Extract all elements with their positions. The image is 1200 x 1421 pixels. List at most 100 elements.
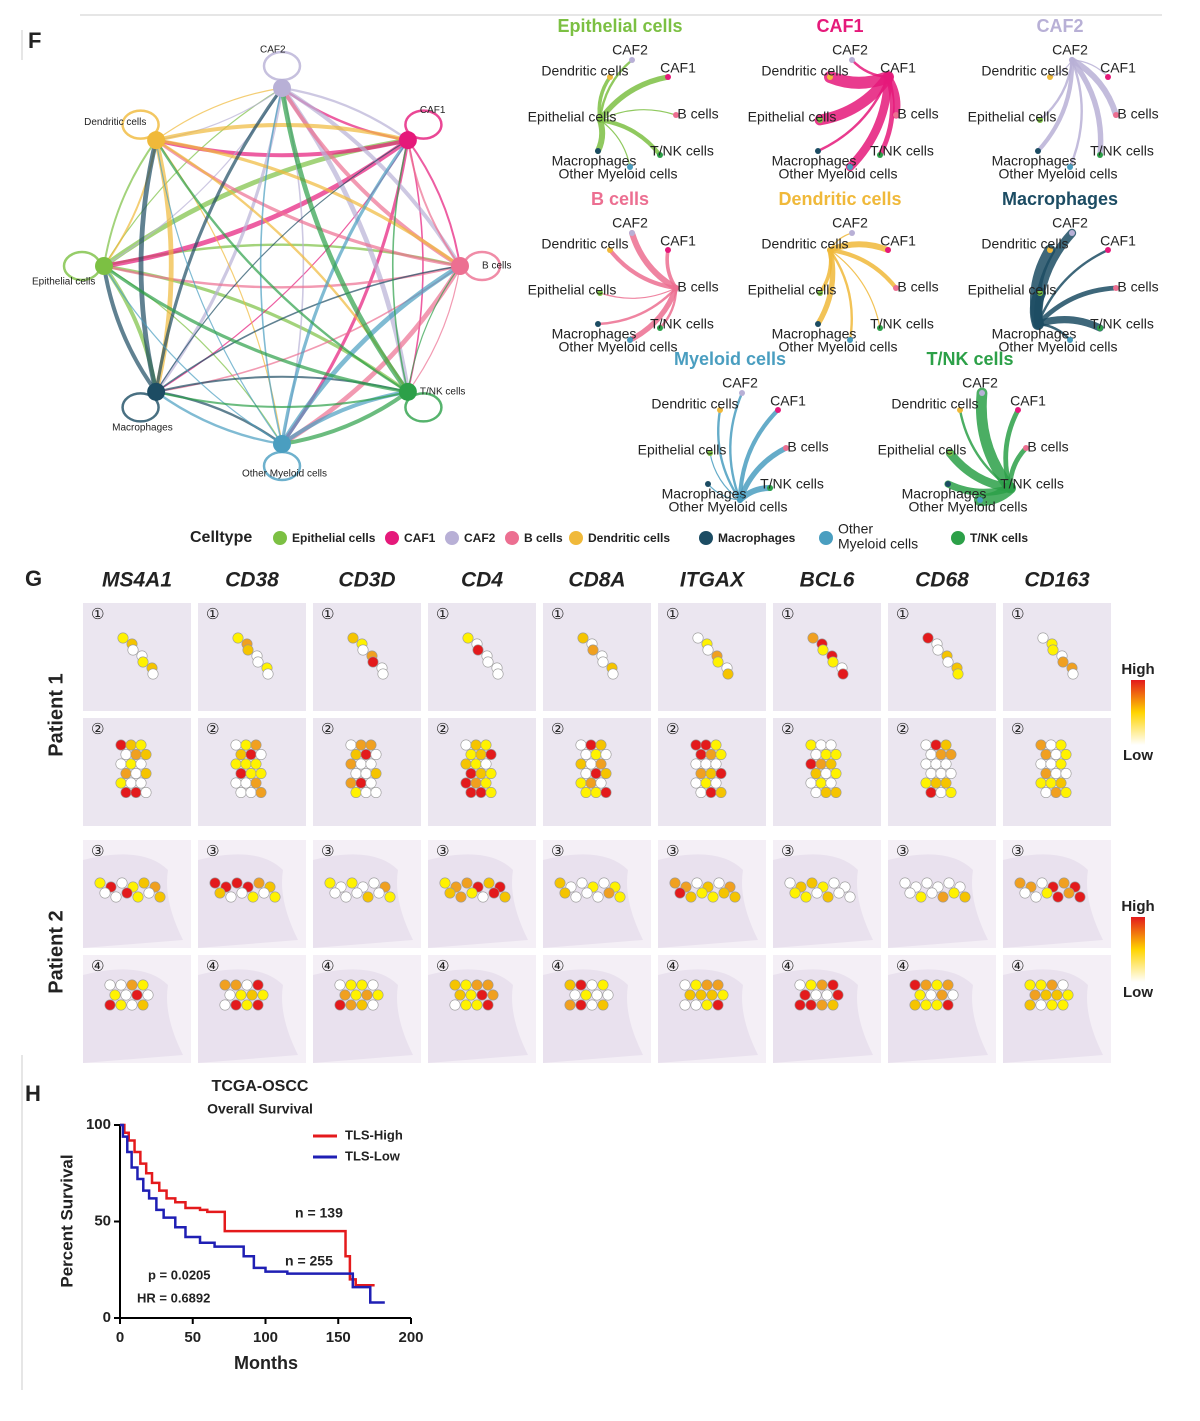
spot [232,632,244,644]
mini-network: Epithelial cells CAF1 CAF2 B cells Dendritic… [748,189,939,355]
spot [224,989,236,1001]
spot [361,989,373,1001]
tissue [1003,854,1103,948]
node [849,230,855,236]
spot [1046,999,1058,1011]
spot [246,989,258,1001]
node [847,164,853,170]
spot [701,999,713,1011]
node [1015,407,1021,413]
spot [460,739,472,751]
network-title: Dendritic cells [778,189,901,209]
spot [104,999,116,1011]
node [597,290,603,296]
edge [259,87,283,445]
edge [155,139,409,393]
spot [350,786,362,798]
spot [345,979,357,991]
spot [695,748,707,760]
patient-label: Patient 1 [45,673,67,756]
spot [600,786,612,798]
spot [827,999,839,1011]
node [717,407,723,413]
spot [1057,979,1069,991]
edge [155,138,461,268]
spot [475,786,487,798]
spot [147,668,159,680]
tissue [543,854,643,948]
spot [357,644,369,656]
spot [365,739,377,751]
node-label: T/NK cells [1090,143,1154,159]
spot [230,999,242,1011]
spot [235,786,247,798]
node [1007,485,1013,491]
spot [1040,786,1052,798]
spot [492,668,504,680]
spot [564,999,576,1011]
spot [120,989,132,1001]
spot [685,891,697,903]
node [398,382,417,401]
spot [137,999,149,1011]
node [1097,152,1103,158]
spot [115,758,127,770]
spot [368,877,380,889]
annotation: n = 255 [285,1253,333,1269]
gene-label: BCL6 [800,569,855,592]
sample-number: ③ [206,843,219,860]
node-label: B cells [787,439,828,455]
edge [281,390,410,446]
node [1113,285,1119,291]
x-tick-label: 50 [184,1329,201,1346]
spot [828,877,840,889]
spot [461,877,473,889]
spot [899,877,911,889]
spot [822,891,834,903]
spot [115,979,127,991]
x-axis-label: Months [234,1353,298,1373]
spot [253,877,265,889]
spot [109,989,121,1001]
node-label: CAF1 [1100,60,1136,76]
legend-swatch [699,531,713,545]
sample-number: ③ [896,843,909,860]
node [1047,74,1053,80]
spot [952,668,964,680]
tissue [198,854,298,948]
node-label: T/NK cells [650,316,714,332]
spot [1052,891,1064,903]
spot [1057,656,1069,668]
spot [324,877,336,889]
spot [925,748,937,760]
node [595,148,601,154]
spot [350,989,362,1001]
edge [658,286,678,330]
legend-swatch [819,531,833,545]
spot [130,748,142,760]
spot [250,758,262,770]
spot [462,632,474,644]
node [817,117,823,123]
edge [845,72,893,172]
spot [362,891,374,903]
edge [103,139,157,267]
node [977,497,983,503]
sample-number: ④ [206,958,219,975]
mini-network: Epithelial cells CAF1 CAF2 B cells Dendritic… [878,349,1069,515]
node-label: Epithelial cells [528,282,617,298]
node-label: Dendritic cells [541,236,628,252]
spot [262,668,274,680]
spot [470,739,482,751]
spot [815,777,827,789]
node-label: CAF1 [770,393,806,409]
spot [603,887,615,899]
sample-number: ③ [1011,843,1024,860]
tissue [198,969,298,1063]
spot [465,786,477,798]
spot [715,767,727,779]
edge [103,138,410,269]
spot [1058,877,1070,889]
spot [230,758,242,770]
legend-label: Macrophages [718,531,796,545]
